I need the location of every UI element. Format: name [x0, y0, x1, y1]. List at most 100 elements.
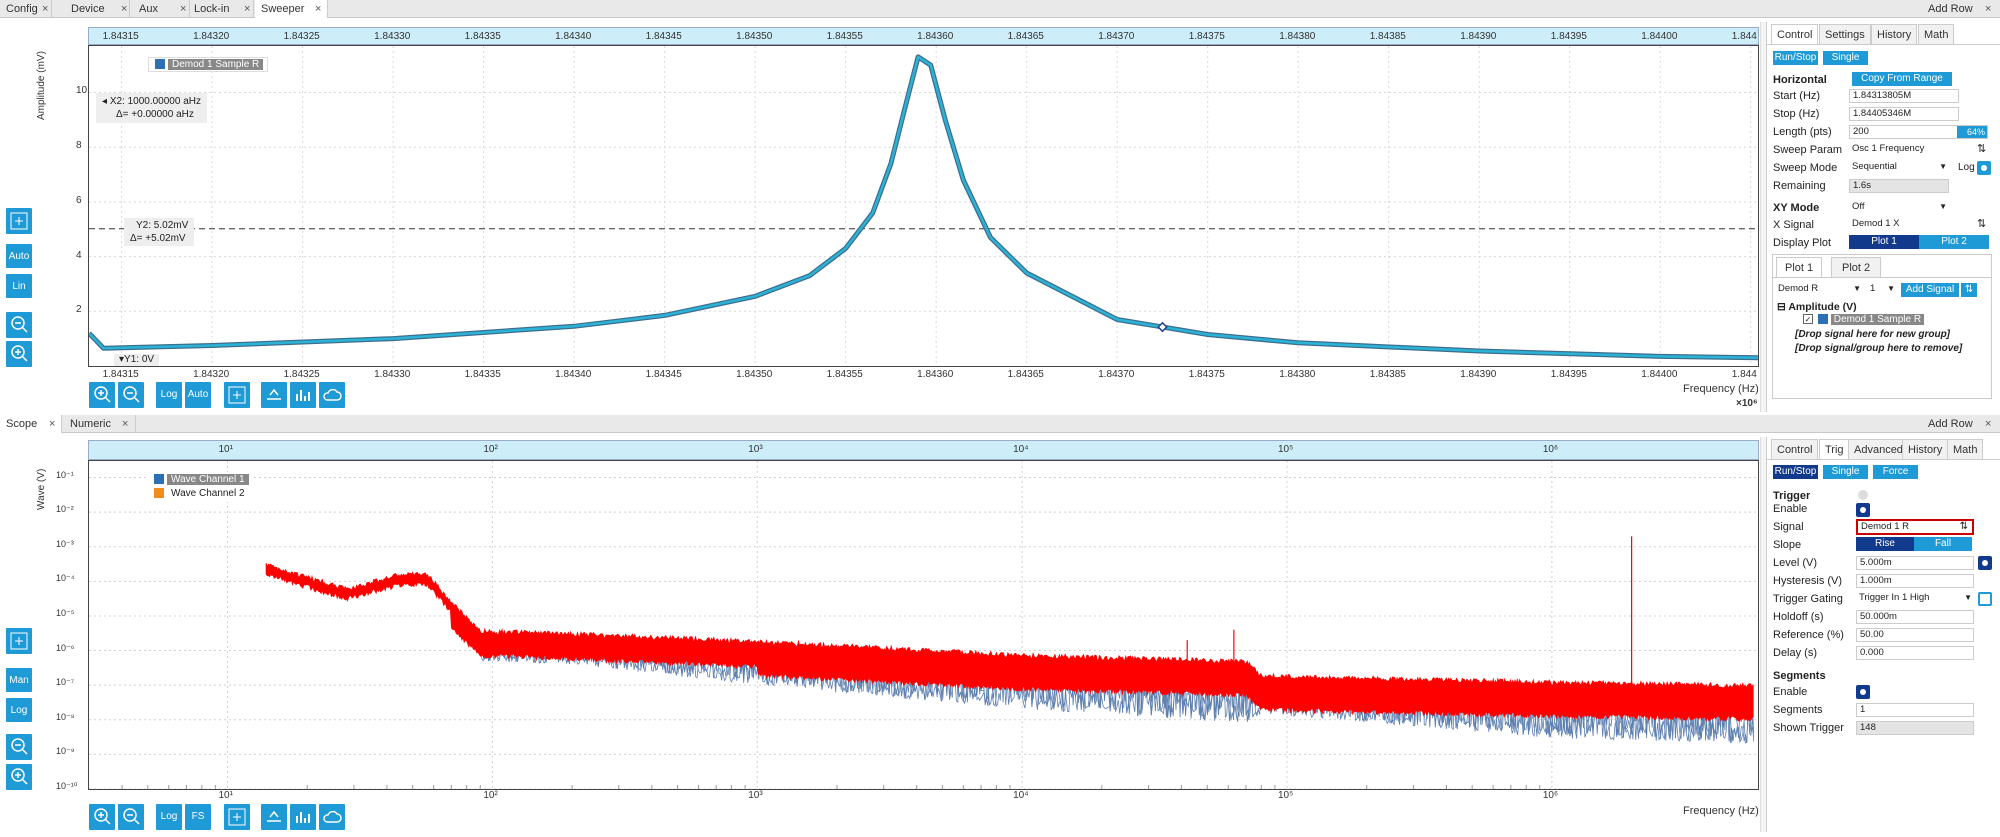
- run-stop-button[interactable]: Run/Stop: [1773, 51, 1818, 65]
- holdoff-field[interactable]: 50.000m: [1856, 610, 1974, 624]
- stop-field[interactable]: 1.84405346M: [1849, 107, 1959, 121]
- length-field[interactable]: 200 64%: [1849, 125, 1988, 139]
- display-plot2-button[interactable]: Plot 2: [1919, 235, 1989, 249]
- manual-scale-button[interactable]: Man: [6, 668, 32, 692]
- slope-fall-button[interactable]: Fall: [1914, 537, 1972, 551]
- chart-settings-button[interactable]: [290, 804, 316, 830]
- tab-math[interactable]: Math: [1918, 24, 1955, 44]
- scope-plot-area[interactable]: [88, 460, 1759, 790]
- delay-field[interactable]: 0.000: [1856, 646, 1974, 660]
- cloud-save-button[interactable]: [319, 382, 345, 408]
- zoom-in-x-button[interactable]: [89, 804, 115, 830]
- export-button[interactable]: [261, 382, 287, 408]
- collapse-icon[interactable]: ⊟: [1777, 301, 1789, 313]
- close-icon[interactable]: ×: [315, 3, 322, 15]
- chart-settings-button[interactable]: [290, 382, 316, 408]
- add-row-button[interactable]: Add Row: [1928, 3, 1973, 15]
- zoom-in-y-button[interactable]: [6, 764, 32, 790]
- tree-select-icon[interactable]: ⇅: [1977, 143, 1987, 155]
- cursor-off-x-button[interactable]: [224, 804, 250, 830]
- tree-select-button[interactable]: ⇅: [1961, 283, 1977, 297]
- zoom-out-y-button[interactable]: [6, 734, 32, 760]
- display-plot1-button[interactable]: Plot 1: [1849, 235, 1919, 249]
- tab-control[interactable]: Control: [1771, 439, 1819, 459]
- tab-aux[interactable]: Aux: [133, 0, 190, 18]
- close-icon[interactable]: ×: [49, 418, 56, 430]
- xy-mode-select[interactable]: Off ▼: [1849, 201, 1949, 215]
- tab-sweeper[interactable]: Sweeper: [255, 0, 328, 18]
- subtab-plot2[interactable]: Plot 2: [1831, 257, 1882, 277]
- subtab-plot1[interactable]: Plot 1: [1776, 257, 1823, 277]
- tab-control[interactable]: Control: [1771, 24, 1819, 44]
- tab-config[interactable]: Config: [0, 0, 52, 18]
- level-field[interactable]: 5.000m: [1856, 556, 1974, 570]
- export-button[interactable]: [261, 804, 287, 830]
- auto-x-button[interactable]: Auto: [185, 382, 211, 408]
- cursor-x-button[interactable]: [224, 382, 250, 408]
- tab-history[interactable]: History: [1871, 24, 1918, 44]
- close-icon[interactable]: ×: [121, 3, 128, 15]
- drop-new-group[interactable]: [Drop signal here for new group]: [1795, 329, 1951, 340]
- copy-from-range-button[interactable]: Copy From Range: [1852, 72, 1952, 86]
- sweep-param-field[interactable]: Osc 1 Frequency: [1849, 143, 1969, 157]
- level-auto-toggle[interactable]: [1978, 556, 1992, 570]
- force-button[interactable]: Force: [1873, 465, 1918, 479]
- tab-history[interactable]: History: [1902, 439, 1949, 459]
- tab-lock-in[interactable]: Lock-in: [188, 0, 254, 18]
- full-scale-button[interactable]: FS: [185, 804, 211, 830]
- checkbox-icon[interactable]: ✓: [1803, 314, 1813, 324]
- sweeper-plot-area[interactable]: [88, 45, 1759, 367]
- close-icon[interactable]: ×: [42, 3, 49, 15]
- tab-trig[interactable]: Trig: [1819, 439, 1850, 459]
- panel-splitter[interactable]: [1760, 22, 1766, 412]
- auto-scale-y-button[interactable]: Auto: [6, 244, 32, 268]
- cursor-off-button[interactable]: [6, 628, 32, 654]
- close-icon[interactable]: ×: [180, 3, 187, 15]
- add-row-button[interactable]: Add Row: [1928, 418, 1973, 430]
- signal-select[interactable]: Demod R ▼: [1775, 283, 1863, 297]
- tab-scope[interactable]: Scope: [0, 415, 62, 433]
- segments-enable-toggle[interactable]: [1856, 685, 1870, 699]
- cloud-save-button[interactable]: [319, 804, 345, 830]
- log-toggle[interactable]: [1977, 161, 1991, 175]
- trigger-enable-toggle[interactable]: [1856, 503, 1870, 517]
- single-button[interactable]: Single: [1823, 465, 1868, 479]
- drop-remove[interactable]: [Drop signal/group here to remove]: [1795, 343, 1963, 354]
- panel-splitter[interactable]: [1760, 437, 1766, 832]
- trigger-gating-select[interactable]: Trigger In 1 High ▼: [1856, 592, 1974, 606]
- zoom-out-x-button[interactable]: [118, 382, 144, 408]
- lin-scale-button[interactable]: Lin: [6, 274, 32, 298]
- reference-field[interactable]: 50.00: [1856, 628, 1974, 642]
- sweep-mode-select[interactable]: Sequential ▼: [1849, 161, 1949, 175]
- hysteresis-field[interactable]: 1.000m: [1856, 574, 1974, 588]
- start-field[interactable]: 1.84313805M: [1849, 89, 1959, 103]
- slope-rise-button[interactable]: Rise: [1856, 537, 1914, 551]
- segments-field[interactable]: 1: [1856, 703, 1974, 717]
- close-icon[interactable]: ×: [122, 418, 129, 430]
- tab-numeric[interactable]: Numeric: [64, 415, 136, 433]
- trigger-signal-field[interactable]: Demod 1 R ⇅: [1856, 519, 1974, 535]
- zoom-out-y-button[interactable]: [6, 312, 32, 338]
- close-icon[interactable]: ×: [1985, 3, 1992, 15]
- tree-select-icon[interactable]: ⇅: [1959, 521, 1968, 532]
- tab-math[interactable]: Math: [1947, 439, 1984, 459]
- tab-device[interactable]: Device: [65, 0, 130, 18]
- tab-settings[interactable]: Settings: [1819, 24, 1871, 44]
- x-signal-field[interactable]: Demod 1 X: [1849, 218, 1969, 232]
- log-x-button[interactable]: Log: [156, 382, 182, 408]
- cursor-mode-button[interactable]: [6, 208, 32, 234]
- data-marker[interactable]: [1157, 321, 1168, 333]
- zoom-in-x-button[interactable]: [89, 382, 115, 408]
- tree-select-icon[interactable]: ⇅: [1977, 218, 1987, 230]
- add-signal-button[interactable]: Add Signal: [1901, 283, 1959, 297]
- signal-item[interactable]: ✓ Demod 1 Sample R: [1803, 314, 1925, 325]
- single-button[interactable]: Single: [1823, 51, 1868, 65]
- run-stop-button[interactable]: Run/Stop: [1773, 465, 1818, 479]
- log-y-button[interactable]: Log: [6, 698, 32, 722]
- tab-advanced[interactable]: Advanced: [1848, 439, 1909, 459]
- channel-select[interactable]: 1 ▼: [1867, 283, 1897, 297]
- zoom-in-y-button[interactable]: [6, 341, 32, 367]
- log-x-button[interactable]: Log: [156, 804, 182, 830]
- zoom-out-x-button[interactable]: [118, 804, 144, 830]
- close-icon[interactable]: ×: [1985, 418, 1992, 430]
